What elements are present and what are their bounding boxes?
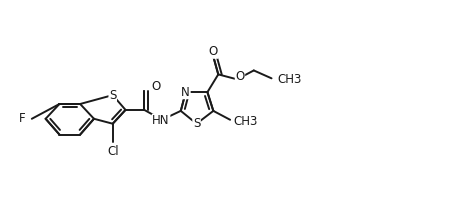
Text: O: O bbox=[235, 70, 245, 83]
Text: Cl: Cl bbox=[107, 145, 119, 158]
Text: O: O bbox=[151, 80, 160, 93]
Text: CH3: CH3 bbox=[278, 73, 302, 86]
Text: HN: HN bbox=[152, 114, 170, 127]
Text: N: N bbox=[181, 86, 190, 99]
Text: S: S bbox=[109, 89, 117, 102]
Text: F: F bbox=[19, 112, 26, 125]
Text: CH3: CH3 bbox=[233, 115, 258, 128]
Text: O: O bbox=[208, 45, 218, 58]
Text: S: S bbox=[193, 117, 200, 130]
